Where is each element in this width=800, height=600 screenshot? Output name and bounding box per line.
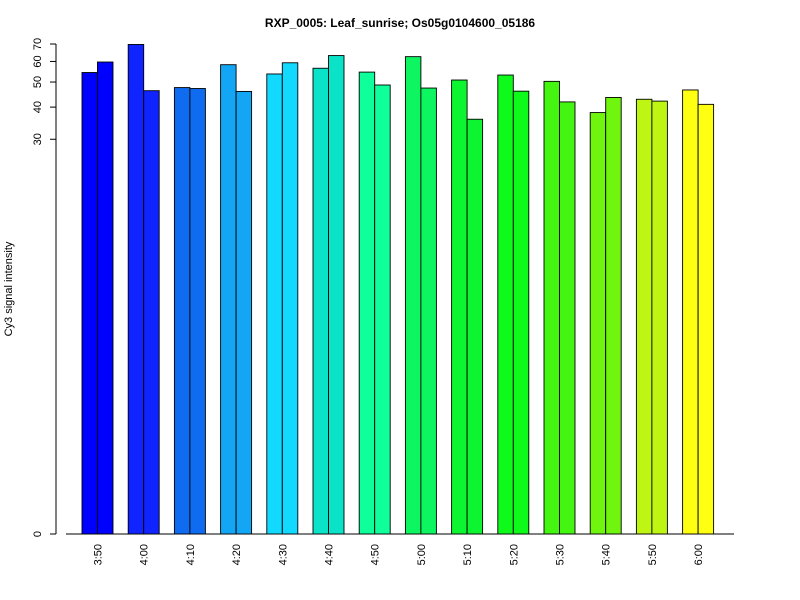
chart-title: RXP_0005: Leaf_sunrise; Os05g0104600_051…: [265, 16, 536, 30]
bar-5:40-2: [605, 96, 622, 535]
bar-6:00-2: [697, 103, 715, 535]
bar-3:50-2: [97, 61, 114, 535]
x-tick-label-4:30: 4:30: [277, 544, 289, 565]
y-tick-label: 60: [32, 55, 44, 67]
bar-4:20-2: [235, 90, 253, 535]
bar-4:30-2: [281, 62, 299, 535]
bar-4:10-2: [189, 88, 206, 535]
y-axis-label: Cy3 signal intensity: [3, 241, 15, 336]
y-tick-label: 50: [32, 76, 44, 88]
bar-4:20-1: [220, 64, 237, 535]
x-tick-label-5:30: 5:30: [555, 544, 567, 565]
y-tick-label: 40: [32, 101, 44, 113]
x-tick-label-5:10: 5:10: [462, 544, 474, 565]
x-tick-label-5:50: 5:50: [647, 544, 659, 565]
x-tick-label-5:20: 5:20: [508, 544, 520, 565]
bar-5:00-1: [404, 56, 422, 535]
bar-5:10-1: [451, 79, 468, 535]
x-tick-label-6:00: 6:00: [693, 544, 705, 565]
bars: [81, 44, 715, 535]
bar-4:00-2: [143, 90, 160, 535]
bar-3:50-1: [81, 72, 98, 535]
x-tick-label-5:40: 5:40: [601, 544, 613, 565]
bar-5:20-1: [497, 74, 514, 535]
bar-4:00-1: [127, 44, 145, 535]
x-tick-labels: 3:50 4:00 4:10 4:20 4:30 4:40 4:50 5:00 5:10 5:20…: [93, 544, 706, 565]
x-tick-label-4:10: 4:10: [185, 544, 197, 565]
bar-6:00-1: [682, 89, 699, 535]
bar-4:30-1: [266, 73, 283, 535]
bar-5:30-1: [543, 80, 560, 535]
bar-5:40-1: [589, 112, 607, 535]
x-tick-label-4:40: 4:40: [324, 544, 336, 565]
bar-5:50-2: [651, 100, 668, 535]
bar-5:20-2: [512, 90, 530, 535]
bar-4:50-1: [358, 71, 376, 535]
bar-4:40-1: [312, 67, 329, 535]
bar-5:30-2: [559, 101, 576, 535]
x-tick-label-3:50: 3:50: [93, 544, 105, 565]
y-axis: 0 30 40 50 60 70: [32, 38, 57, 537]
y-tick-label: 0: [32, 531, 44, 537]
x-tick-label-4:20: 4:20: [231, 544, 243, 565]
x-tick-label-4:50: 4:50: [370, 544, 382, 565]
bar-4:50-2: [374, 84, 391, 535]
x-tick-label-5:00: 5:00: [416, 544, 428, 565]
bar-4:10-1: [173, 87, 191, 535]
y-tick-label: 70: [32, 38, 44, 50]
bar-5:00-2: [420, 87, 437, 535]
bar-4:40-2: [328, 55, 345, 535]
bar-5:10-2: [466, 118, 484, 535]
bar-5:50-1: [635, 98, 653, 535]
y-tick-label: 30: [32, 133, 44, 145]
x-tick-label-4:00: 4:00: [139, 544, 151, 565]
